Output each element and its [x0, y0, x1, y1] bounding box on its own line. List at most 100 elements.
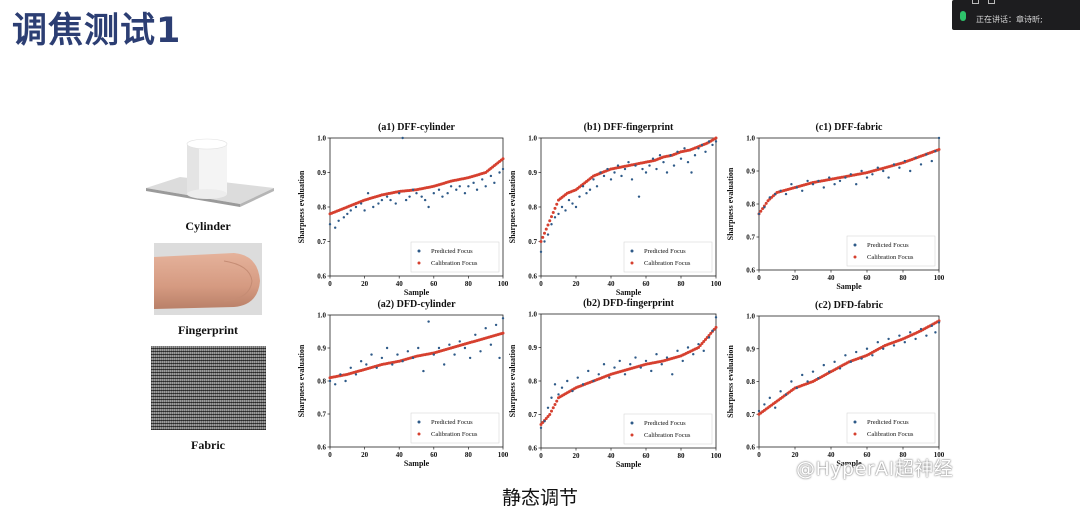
legend-marker-calibration: [630, 261, 634, 265]
calibration-point: [546, 223, 550, 227]
predicted-point: [557, 393, 560, 396]
predicted-point: [401, 136, 404, 140]
predicted-point: [639, 366, 642, 369]
predicted-point: [560, 205, 564, 209]
x-tick-label: 0: [328, 451, 332, 459]
predicted-point: [860, 169, 863, 173]
legend-label-predicted: Predicted Focus: [431, 248, 473, 255]
predicted-point: [602, 174, 606, 178]
calibration-point: [539, 240, 543, 243]
predicted-point: [599, 171, 602, 174]
predicted-point: [806, 179, 809, 183]
predicted-point: [655, 353, 658, 356]
predicted-point: [616, 164, 620, 167]
predicted-point: [408, 195, 411, 198]
predicted-point: [546, 233, 550, 236]
predicted-point: [501, 167, 505, 171]
predicted-point: [817, 377, 820, 380]
chart-title: (b1) DFF-fingerprint: [584, 122, 674, 133]
x-tick-label: 60: [864, 451, 872, 459]
y-tick-label: 0.9: [317, 169, 326, 177]
predicted-point: [822, 186, 825, 189]
predicted-point: [865, 347, 869, 350]
predicted-point: [650, 369, 653, 373]
predicted-point: [779, 390, 782, 393]
predicted-point: [763, 206, 766, 209]
predicted-point: [398, 192, 401, 195]
predicted-point: [811, 370, 815, 373]
legend-marker-predicted: [417, 249, 421, 253]
predicted-point: [613, 171, 616, 174]
calibration-point: [550, 409, 553, 413]
object-label-cylinder: Cylinder: [185, 219, 231, 233]
calibration-point: [700, 341, 704, 345]
predicted-point: [401, 360, 404, 363]
y-axis-label: Sharpness evaluation: [726, 345, 735, 418]
predicted-point: [882, 169, 885, 173]
legend-marker-predicted: [417, 420, 421, 424]
x-tick-label: 0: [539, 452, 543, 460]
predicted-point: [328, 379, 332, 383]
predicted-point: [474, 333, 477, 336]
predicted-point: [644, 359, 648, 363]
predicted-point: [618, 359, 621, 363]
predicted-point: [484, 185, 487, 188]
chart-title: (a1) DFF-cylinder: [378, 122, 455, 133]
predicted-point: [606, 167, 609, 171]
y-tick-label: 0.8: [317, 204, 326, 212]
x-tick-label: 100: [498, 280, 509, 288]
predicted-point: [396, 353, 399, 356]
calibration-point: [553, 206, 557, 210]
x-tick-label: 60: [430, 451, 438, 459]
predicted-point: [676, 150, 679, 153]
predicted-point: [375, 366, 378, 369]
calibration-point: [764, 201, 768, 205]
calibration-point: [697, 346, 700, 349]
legend-label-calibration: Calibration Focus: [867, 254, 914, 261]
legend-marker-calibration: [417, 432, 421, 436]
predicted-point: [876, 341, 879, 344]
predicted-point: [489, 174, 493, 178]
predicted-point: [860, 357, 863, 360]
y-axis-label: Sharpness evaluation: [726, 167, 735, 240]
calibration-point: [937, 148, 941, 152]
x-tick-label: 40: [828, 451, 836, 459]
calibration-point: [501, 331, 505, 335]
predicted-point: [822, 363, 825, 367]
predicted-point: [578, 195, 581, 198]
predicted-point: [498, 171, 501, 174]
predicted-point: [934, 150, 937, 153]
y-axis-label: Sharpness evaluation: [508, 344, 517, 417]
predicted-point: [693, 154, 697, 157]
legend-marker-calibration: [417, 261, 421, 265]
predicted-point: [784, 192, 788, 196]
y-tick-label: 0.6: [528, 273, 537, 281]
predicted-point: [697, 147, 700, 150]
predicted-point: [501, 317, 505, 320]
predicted-point: [423, 198, 427, 202]
predicted-point: [564, 209, 567, 212]
chart-title: (a2) DFD-cylinder: [377, 299, 456, 310]
predicted-point: [566, 379, 569, 383]
x-tick-label: 100: [934, 274, 945, 282]
y-tick-label: 0.7: [317, 238, 326, 246]
y-axis-label: Sharpness evaluation: [297, 170, 306, 243]
chart-title: (c2) DFD-fabric: [815, 300, 884, 311]
predicted-point: [609, 178, 613, 181]
calibration-point: [550, 215, 553, 219]
predicted-point: [774, 192, 777, 196]
predicted-point: [620, 174, 623, 178]
predicted-point: [914, 337, 917, 341]
predicted-point: [557, 212, 560, 216]
y-tick-label: 0.6: [746, 444, 755, 452]
legend-marker-predicted: [853, 243, 857, 247]
predicted-point: [779, 189, 782, 192]
predicted-point: [790, 380, 793, 383]
predicted-point: [882, 347, 885, 350]
y-tick-label: 1.0: [317, 312, 326, 320]
predicted-point: [339, 373, 342, 376]
predicted-point: [475, 188, 479, 191]
chart-b1: (b1) DFF-fingerprint 0 20 40 60 80 100 0.6 0.7 0.…: [508, 122, 722, 297]
predicted-point: [887, 176, 890, 179]
predicted-point: [349, 366, 352, 369]
